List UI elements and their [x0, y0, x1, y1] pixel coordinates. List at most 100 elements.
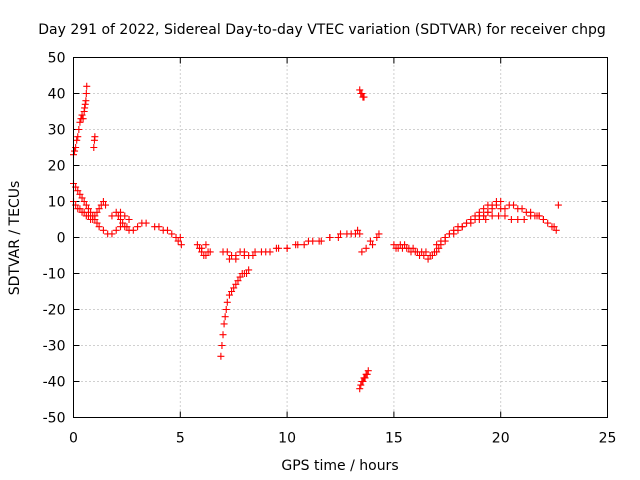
data-point [520, 216, 528, 223]
x-tick-label: 20 [492, 431, 510, 447]
data-point [304, 237, 312, 245]
series-rise_8_13 [249, 230, 364, 259]
data-point [535, 212, 543, 220]
data-point [176, 234, 184, 241]
x-tick-label: 5 [176, 431, 185, 447]
data-point [484, 208, 492, 216]
x-tick-label: 25 [599, 431, 617, 447]
data-point [358, 248, 366, 256]
data-point [218, 342, 226, 349]
data-point [401, 241, 409, 249]
data-point [230, 284, 238, 292]
data-point [220, 320, 228, 328]
data-point [78, 194, 86, 202]
data-point [482, 216, 490, 223]
data-point [82, 201, 90, 209]
data-point [232, 255, 240, 263]
data-point [91, 212, 99, 220]
data-point [123, 223, 131, 231]
data-point [116, 216, 124, 223]
data-point [514, 216, 522, 223]
data-point [240, 252, 248, 259]
data-point [225, 255, 233, 263]
data-point [480, 205, 488, 213]
data-point [347, 230, 355, 238]
data-point [283, 244, 291, 252]
data-point [334, 234, 342, 241]
data-point [363, 370, 371, 378]
y-tick-label: 30 [48, 123, 66, 139]
data-point [272, 244, 280, 252]
data-point [366, 237, 374, 245]
series-spike_13_up [356, 86, 368, 101]
data-point [198, 244, 206, 252]
data-point [373, 234, 381, 241]
data-point [544, 219, 552, 227]
data-point [90, 144, 98, 151]
data-point [134, 223, 142, 231]
data-point [142, 219, 150, 227]
plot-frame [73, 57, 608, 418]
data-point [202, 252, 210, 259]
data-point [552, 226, 560, 234]
y-tick-label: 0 [57, 231, 66, 247]
y-axis-title: SDTVAR / TECUs [7, 181, 23, 296]
data-point [84, 212, 92, 220]
data-point [155, 223, 163, 231]
data-point [539, 216, 547, 223]
chart-title: Day 291 of 2022, Sidereal Day-to-day VTE… [38, 22, 606, 38]
data-point [234, 277, 242, 285]
data-point [501, 212, 509, 220]
y-tick-label: -20 [43, 303, 66, 319]
data-point [450, 230, 458, 238]
data-point [422, 248, 430, 256]
data-point [81, 100, 89, 108]
data-point [116, 208, 124, 216]
data-point [420, 252, 428, 259]
series-spike_13_down [356, 367, 372, 393]
y-tick-label: 40 [48, 87, 66, 103]
data-point [222, 306, 230, 313]
y-tick-label: 50 [48, 51, 66, 67]
y-tick-label: 10 [48, 195, 66, 211]
data-point [357, 381, 365, 389]
data-point [168, 230, 176, 238]
data-point [492, 201, 500, 209]
data-point [251, 248, 259, 256]
data-point [300, 241, 308, 249]
data-point [228, 288, 236, 295]
data-point [99, 226, 107, 234]
data-point [488, 205, 496, 213]
data-point [356, 86, 364, 94]
data-point [262, 248, 270, 256]
data-point [294, 241, 302, 249]
data-point [121, 212, 129, 220]
data-point [87, 208, 95, 216]
data-point [174, 237, 182, 245]
data-point [84, 205, 92, 213]
data-point [356, 230, 364, 238]
data-point [223, 248, 231, 256]
data-point [80, 198, 88, 205]
data-point [390, 241, 398, 249]
data-point [78, 111, 86, 119]
data-point [74, 187, 82, 195]
data-point [125, 216, 133, 223]
data-point [81, 104, 89, 112]
data-point [221, 313, 229, 321]
data-point [102, 201, 110, 209]
data-point [93, 219, 101, 227]
data-point [217, 352, 225, 360]
data-point [467, 219, 475, 227]
data-point [129, 226, 137, 234]
data-point [79, 115, 87, 123]
data-point [243, 270, 251, 277]
data-point [475, 216, 483, 223]
series-tail_22 [535, 201, 562, 234]
data-point [91, 133, 99, 141]
series-dip_15_16_b [392, 241, 443, 259]
data-point [497, 198, 505, 205]
y-tick-label: -10 [43, 267, 66, 283]
series-band_19_22_b [475, 212, 541, 223]
series-descent_early_b [70, 198, 110, 223]
